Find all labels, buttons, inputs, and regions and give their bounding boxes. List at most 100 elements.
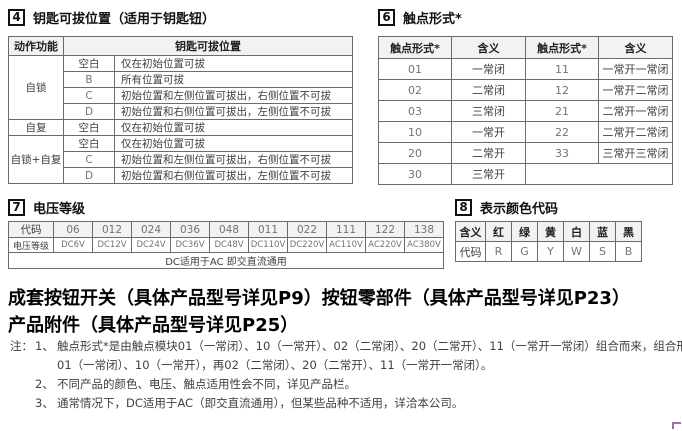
contact-code-cell: 21	[525, 100, 599, 122]
voltage-code-label: 代码	[8, 221, 54, 238]
action-function-cell: 自复	[8, 119, 64, 136]
contact-meaning-cell: 二常闭	[451, 79, 526, 101]
note-number: 1、	[35, 339, 54, 353]
section6-header: 6 触点形式*	[378, 8, 462, 27]
color-name-cell: 红	[485, 221, 512, 242]
meaning-header: 含义	[451, 36, 526, 59]
contact-meaning-cell: 一常开一常闭	[598, 58, 673, 80]
key-code-cell: C	[63, 87, 115, 104]
note-text: 通常情况下，DC适用于AC（即交直流通用），但某些品种不适用，详洽本公司。	[57, 396, 464, 410]
key-position-desc-cell: 仅在初始位置可拔	[114, 135, 353, 152]
action-function-header: 动作功能	[8, 36, 64, 56]
table-row: C 初始位置和左侧位置可拔出，右侧位置不可拔	[9, 87, 353, 104]
key-code-cell: C	[63, 151, 115, 168]
section8-title: 表示颜色代码	[480, 201, 559, 217]
key-code-cell: 空白	[63, 135, 115, 152]
contact-code-cell: 33	[525, 142, 599, 164]
color-code-cell: S	[589, 241, 616, 262]
voltage-code-cell: 06	[53, 221, 93, 238]
note-text: 不同产品的颜色、电压、触点适用性会不同，详见产品栏。	[57, 377, 356, 391]
color-name-cell: 黑	[615, 221, 642, 242]
table-row: 自锁+自复 空白 仅在初始位置可拔	[8, 135, 353, 184]
color-name-cell: 白	[563, 221, 590, 242]
table-row: C 初始位置和左侧位置可拔出，右侧位置不可拔	[9, 151, 353, 168]
contact-code-cell: 11	[525, 58, 599, 80]
section4-number-badge: 4	[8, 8, 25, 26]
contact-meaning-cell: 二常开	[451, 142, 526, 164]
note-line: 01（一常闭）、10（一常开），再02（二常闭）、20（二常开）、11（一常开一…	[57, 358, 493, 372]
section7-number-badge: 7	[8, 198, 25, 216]
table-row: 20 二常开 33 三常开三常闭	[378, 142, 673, 164]
note-prefix: 注：	[10, 339, 33, 353]
note-line: 触点形式*是由触点模块01（一常闭）、10（一常开）、02（二常闭）、20（二常…	[57, 339, 682, 353]
section7-header: 7 电压等级	[8, 198, 86, 217]
contact-code-cell: 03	[378, 100, 452, 122]
contact-meaning-cell: 三常开	[451, 163, 526, 185]
key-position-desc-cell: 仅在初始位置可拔	[114, 55, 353, 72]
table-row: 自锁 空白 仅在初始位置可拔	[8, 55, 353, 120]
voltage-value-cell: DC24V	[131, 237, 171, 253]
section4-title: 钥匙可拔位置（适用于钥匙钮）	[33, 11, 216, 27]
section4-header: 4 钥匙可拔位置（适用于钥匙钮）	[8, 8, 216, 27]
note-2: 2、 不同产品的颜色、电压、触点适用性会不同，详见产品栏。	[10, 375, 682, 394]
contact-meaning-cell: 二常开一常闭	[598, 100, 673, 122]
contact-code-cell: 12	[525, 79, 599, 101]
contact-form-header: 触点形式*	[378, 36, 452, 59]
voltage-value-cell: DC12V	[92, 237, 132, 253]
voltage-value-row: 电压等级 DC6V DC12V DC24V DC36V DC48V DC110V DC220…	[8, 237, 444, 253]
action-function-cell: 自锁	[8, 55, 64, 120]
color-meaning-label: 含义	[455, 221, 486, 242]
contact-code-cell: 20	[378, 142, 452, 164]
key-code-cell: B	[63, 71, 115, 88]
voltage-value-cell: AC380V	[404, 237, 444, 253]
action-function-cell: 自锁+自复	[8, 135, 64, 184]
table-row: 10 一常开 22 二常开二常闭	[378, 121, 673, 143]
contact-code-cell: 30	[378, 163, 452, 185]
color-code-cell: R	[485, 241, 512, 262]
voltage-code-cell: 111	[326, 221, 366, 238]
contact-code-cell: 01	[378, 58, 452, 80]
key-position-desc-cell: 所有位置可拔	[114, 71, 353, 88]
contact-form-header: 触点形式*	[525, 36, 599, 59]
section8-header: 8 表示颜色代码	[455, 198, 559, 217]
contact-meaning-cell: 一常闭	[451, 58, 526, 80]
table-row: 01 一常闭 11 一常开一常闭	[378, 58, 673, 80]
voltage-code-cell: 022	[287, 221, 327, 238]
voltage-value-cell: DC6V	[53, 237, 93, 253]
section7-title: 电压等级	[33, 201, 86, 217]
voltage-footer-row: DC适用于AC 即交直流通用	[8, 252, 444, 269]
key-code-cell: 空白	[63, 119, 115, 136]
corner-crop-mark	[672, 422, 681, 429]
voltage-code-cell: 024	[131, 221, 171, 238]
contact-meaning-cell: 二常开二常闭	[598, 121, 673, 143]
color-code-label: 代码	[455, 241, 486, 262]
voltage-value-cell: AC220V	[365, 237, 405, 253]
contact-form-table: 触点形式* 含义 触点形式* 含义 01 一常闭 11 一常开一常闭 02 二常闭 12 一常…	[378, 36, 673, 185]
meaning-header: 含义	[598, 36, 673, 59]
key-position-desc-cell: 初始位置和左侧位置可拔出，右侧位置不可拔	[114, 151, 353, 168]
contact-code-cell: 10	[378, 121, 452, 143]
contact-meaning-cell: 三常闭	[451, 100, 526, 122]
voltage-code-cell: 048	[209, 221, 249, 238]
key-removal-table: 动作功能 钥匙可拔位置 自锁 空白 仅在初始位置可拔 B 所有位置可拔 C 初始位置和左侧位…	[8, 36, 353, 184]
table-row: 02 二常闭 12 一常开二常闭	[378, 79, 673, 101]
voltage-value-cell: DC36V	[170, 237, 210, 253]
table-row: 03 三常闭 21 二常开一常闭	[378, 100, 673, 122]
voltage-table: 代码 06 012 024 036 048 011 022 111 122 138 电压等级 DC…	[8, 221, 444, 269]
voltage-level-label: 电压等级	[8, 237, 54, 253]
key-code-cell: 空白	[63, 55, 115, 72]
color-name-cell: 黄	[537, 221, 564, 242]
voltage-code-cell: 011	[248, 221, 288, 238]
voltage-code-cell: 036	[170, 221, 210, 238]
notes-block: 注： 1、 触点形式*是由触点模块01（一常闭）、10（一常开）、02（二常闭）…	[10, 337, 682, 413]
note-1: 注： 1、 触点形式*是由触点模块01（一常闭）、10（一常开）、02（二常闭）…	[10, 337, 682, 375]
color-code-cell: Y	[537, 241, 564, 262]
headline-line1: 成套按钮开关（具体产品型号详见P9）按钮零部件（具体产品型号详见P23）	[8, 288, 630, 309]
voltage-value-cell: AC110V	[326, 237, 366, 253]
contact-meaning-cell: 一常开二常闭	[598, 79, 673, 101]
headline-line2: 产品附件（具体产品型号详见P25）	[8, 315, 299, 336]
color-code-cell: G	[511, 241, 538, 262]
